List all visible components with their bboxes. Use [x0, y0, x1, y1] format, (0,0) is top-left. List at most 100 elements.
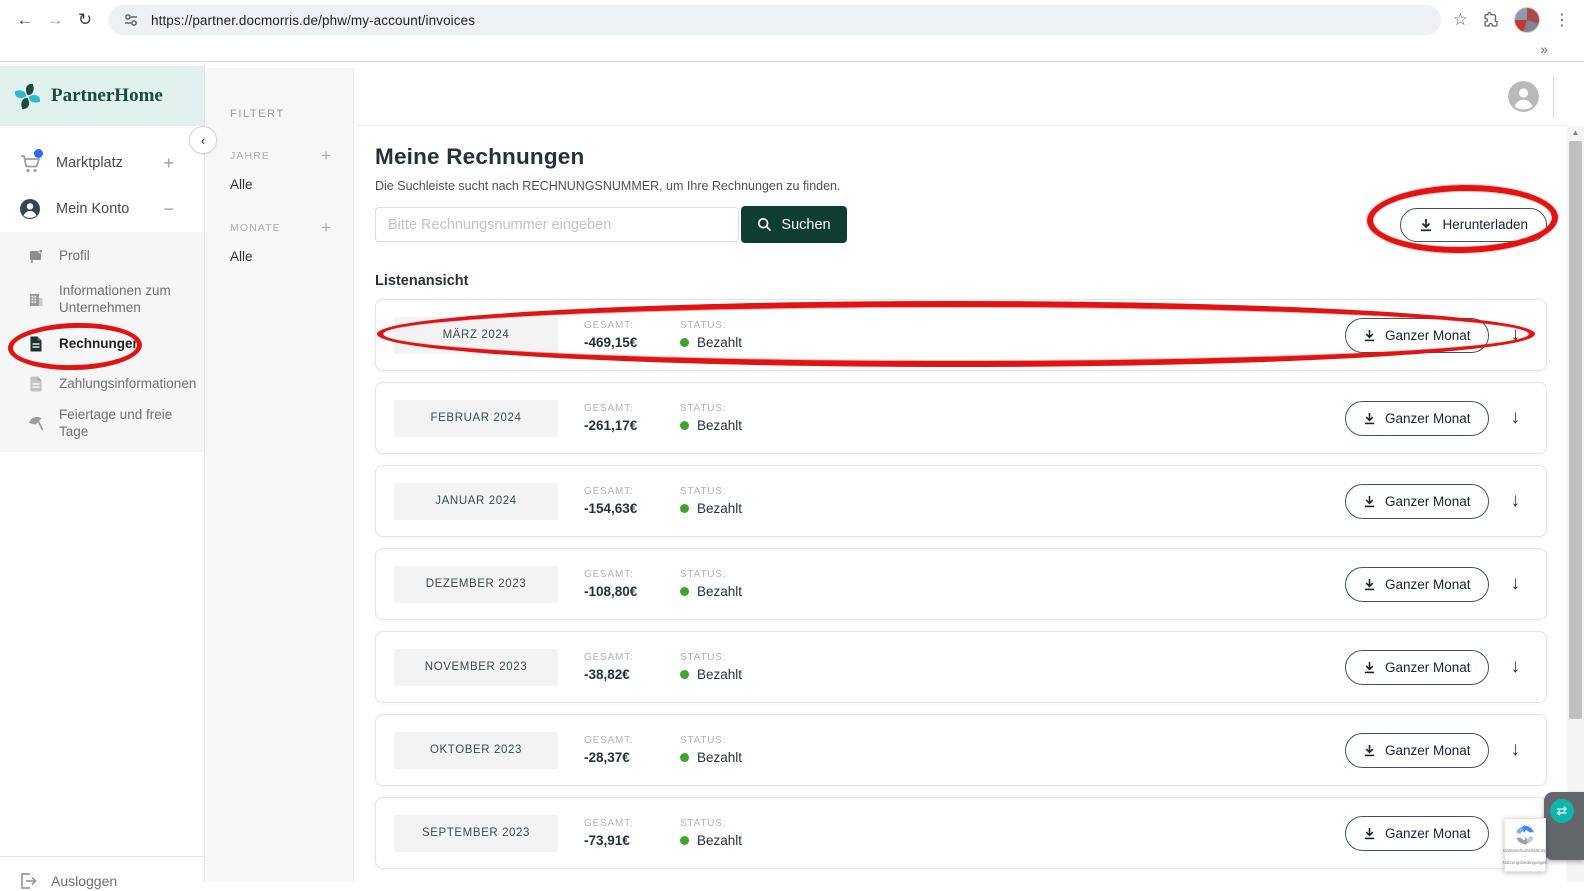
- bookmark-star-icon[interactable]: ☆: [1452, 10, 1468, 29]
- status-label: STATUS:: [680, 818, 727, 829]
- logo[interactable]: PartnerHome: [0, 66, 204, 126]
- logo-text: PartnerHome: [51, 85, 163, 106]
- logout-icon: [21, 873, 37, 889]
- expand-row-arrow-icon[interactable]: ↓: [1510, 490, 1521, 511]
- download-month-button[interactable]: Ganzer Monat: [1344, 483, 1489, 519]
- status-value: Bezahlt: [697, 667, 743, 682]
- account-icon: [20, 199, 40, 219]
- recaptcha-privacy[interactable]: Datenschutzerklärung -: [1503, 847, 1547, 859]
- scrollbar-up-icon[interactable]: ▲: [1571, 128, 1580, 137]
- search-button[interactable]: Suchen: [741, 206, 847, 243]
- download-month-label: Ganzer Monat: [1384, 742, 1471, 758]
- sidebar-item-rechnungen[interactable]: Rechnungen: [0, 324, 204, 364]
- collapse-minus-icon[interactable]: −: [163, 198, 174, 219]
- page-title: Meine Rechnungen: [375, 144, 585, 169]
- profile-badge-icon: [27, 247, 45, 265]
- search-icon: [758, 217, 772, 232]
- sidebar-item-profil[interactable]: Profil: [0, 236, 204, 276]
- back-icon[interactable]: ←: [16, 10, 34, 29]
- download-icon: [1364, 495, 1375, 507]
- status-dot-icon: [680, 338, 689, 347]
- expand-plus-icon[interactable]: +: [321, 218, 331, 237]
- download-month-button[interactable]: Ganzer Monat: [1344, 815, 1489, 851]
- filter-group-label: JAHRE: [230, 150, 270, 162]
- month-chip: FEBRUAR 2024: [394, 399, 558, 437]
- filter-group-jahre[interactable]: JAHRE +: [206, 146, 353, 166]
- page-scrollbar[interactable]: ▲: [1567, 126, 1584, 882]
- expand-row-arrow-icon[interactable]: ↓: [1510, 573, 1521, 594]
- expand-row-arrow-icon[interactable]: ↓: [1510, 739, 1521, 760]
- sidebar-item-feiertage[interactable]: Feiertage und freie Tage: [0, 404, 204, 444]
- download-icon: [1364, 661, 1375, 673]
- status-value: Bezahlt: [697, 335, 743, 350]
- download-month-button[interactable]: Ganzer Monat: [1344, 649, 1489, 685]
- download-all-button[interactable]: Herunterladen: [1400, 207, 1547, 242]
- status-dot-icon: [680, 836, 689, 845]
- filter-group-monate[interactable]: MONATE +: [206, 218, 353, 238]
- recaptcha-icon: [1516, 824, 1534, 845]
- status-value: Bezahlt: [697, 833, 743, 848]
- sidebar-item-zahlungsinformationen[interactable]: Zahlungsinformationen: [0, 364, 204, 404]
- reload-icon[interactable]: ↻: [77, 10, 93, 29]
- browser-profile-avatar[interactable]: [1514, 7, 1540, 33]
- download-icon: [1364, 744, 1375, 756]
- invoice-row: FEBRUAR 2024 GESAMT: -261,17€ STATUS: Be…: [375, 382, 1547, 454]
- download-month-label: Ganzer Monat: [1384, 493, 1471, 509]
- browser-toolbar: ← → ↻ https://partner.docmorris.de/phw/m…: [0, 0, 1584, 40]
- browser-chrome: ← → ↻ https://partner.docmorris.de/phw/m…: [0, 0, 1584, 62]
- browser-menu-icon[interactable]: ⋮: [1554, 12, 1570, 29]
- gesamt-value: -154,63€: [584, 501, 638, 516]
- sidebar-item-label: Informationen zum Unternehmen: [59, 283, 171, 315]
- expand-plus-icon[interactable]: +: [163, 152, 174, 173]
- bookmark-strip: »: [0, 40, 1584, 61]
- status-dot-icon: [680, 587, 689, 596]
- status-value: Bezahlt: [697, 584, 743, 599]
- forward-icon[interactable]: →: [46, 10, 64, 29]
- recaptcha-badge[interactable]: Datenschutzerklärung - Nutzungsbedingung…: [1502, 818, 1548, 872]
- filter-value-monate[interactable]: Alle: [230, 249, 253, 264]
- status-dot-icon: [680, 421, 689, 430]
- recaptcha-terms[interactable]: Nutzungsbedingungen: [1502, 860, 1548, 866]
- download-month-button[interactable]: Ganzer Monat: [1344, 732, 1489, 768]
- gesamt-label: GESAMT:: [584, 403, 634, 414]
- expand-row-arrow-icon[interactable]: ↓: [1510, 656, 1521, 677]
- scrollbar-thumb[interactable]: [1569, 141, 1582, 719]
- download-icon: [1364, 329, 1375, 341]
- expand-row-arrow-icon[interactable]: ↓: [1510, 407, 1521, 428]
- download-month-button[interactable]: Ganzer Monat: [1344, 317, 1489, 353]
- gesamt-label: GESAMT:: [584, 486, 634, 497]
- month-chip: MÄRZ 2024: [394, 316, 558, 354]
- gesamt-value: -261,17€: [584, 418, 638, 433]
- sidebar-item-unternehmen[interactable]: Informationen zum Unternehmen: [0, 276, 204, 324]
- search-input[interactable]: [375, 207, 739, 242]
- helper-side-tab[interactable]: ⇄: [1544, 792, 1584, 860]
- filter-value-jahre[interactable]: Alle: [230, 177, 253, 192]
- search-button-label: Suchen: [781, 216, 831, 233]
- expand-plus-icon[interactable]: +: [321, 146, 331, 165]
- download-button-label: Herunterladen: [1442, 217, 1528, 232]
- filter-title: FILTERT: [230, 108, 285, 120]
- site-settings-icon[interactable]: [121, 10, 141, 30]
- sidebar-item-marktplatz[interactable]: Marktplatz +: [0, 140, 204, 186]
- sidebar-collapse-button[interactable]: ‹: [189, 126, 217, 154]
- notification-dot: [34, 149, 43, 158]
- gesamt-value: -28,37€: [584, 750, 630, 765]
- address-bar[interactable]: https://partner.docmorris.de/phw/my-acco…: [108, 5, 1441, 35]
- expand-row-arrow-icon[interactable]: ↓: [1510, 324, 1521, 345]
- account-submenu: Profil Inform: [0, 232, 204, 452]
- sidebar-item-label: Feiertage und freie Tage: [59, 407, 173, 439]
- download-month-label: Ganzer Monat: [1384, 576, 1471, 592]
- sidebar-item-ausloggen[interactable]: Ausloggen: [0, 856, 204, 891]
- user-avatar-icon[interactable]: [1508, 81, 1539, 112]
- extensions-icon[interactable]: [1482, 11, 1500, 29]
- download-month-button[interactable]: Ganzer Monat: [1344, 566, 1489, 602]
- sidebar-item-label: Mein Konto: [56, 201, 130, 217]
- gesamt-value: -469,15€: [584, 335, 638, 350]
- download-month-label: Ganzer Monat: [1384, 327, 1471, 343]
- umbrella-icon: [27, 415, 45, 433]
- download-month-button[interactable]: Ganzer Monat: [1344, 400, 1489, 436]
- sidebar-item-mein-konto[interactable]: Mein Konto −: [0, 186, 204, 232]
- sidebar-item-label: Profil: [59, 247, 90, 263]
- overflow-chevrons-icon[interactable]: »: [1540, 41, 1548, 57]
- sidebar-item-label: Rechnungen: [59, 335, 141, 351]
